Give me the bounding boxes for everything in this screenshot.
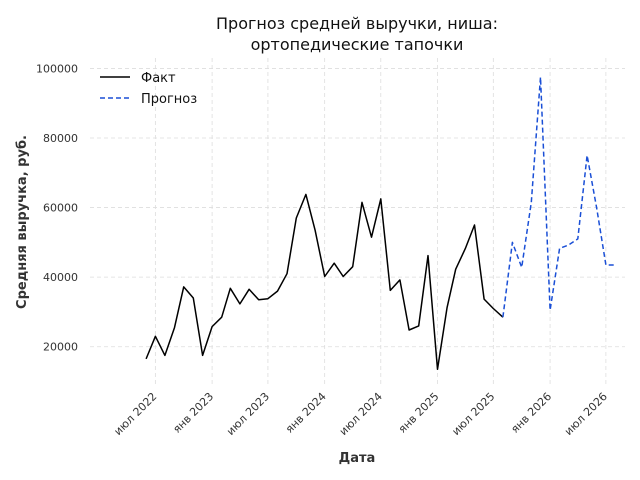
series-line-fact (145, 193, 504, 371)
y-tick-label: 80000 (43, 132, 78, 145)
y-tick-label: 60000 (43, 202, 78, 215)
y-axis-ticks: 20000 40000 60000 80000 100000 (36, 62, 78, 353)
x-tick-label: июл 2024 (337, 390, 385, 438)
x-tick-label: июл 2026 (562, 390, 610, 438)
legend-label-forecast: Прогноз (141, 92, 197, 107)
x-tick-label: июл 2023 (224, 390, 272, 438)
x-tick-label: июл 2025 (449, 390, 497, 438)
y-tick-label: 20000 (43, 341, 78, 354)
legend: Факт Прогноз (100, 71, 197, 107)
legend-label-fact: Факт (141, 71, 176, 86)
x-tick-label: янв 2023 (170, 390, 216, 436)
x-axis-label: Дата (339, 451, 376, 466)
grid (90, 58, 625, 385)
x-tick-label: янв 2026 (508, 390, 554, 436)
x-tick-label: янв 2025 (396, 390, 442, 436)
y-tick-label: 40000 (43, 271, 78, 284)
series (145, 76, 616, 371)
chart-title: Прогноз средней выручки, ниша: (216, 14, 498, 33)
y-axis-label: Средняя выручка, руб. (15, 135, 30, 309)
series-line-forecast (502, 76, 616, 318)
x-tick-label: июл 2022 (111, 390, 159, 438)
y-tick-label: 100000 (36, 62, 78, 75)
x-axis-ticks: июл 2022 янв 2023 июл 2023 янв 2024 июл 2024… (111, 390, 610, 438)
chart-title-line2: ортопедические тапочки (251, 35, 464, 54)
x-tick-label: янв 2024 (283, 390, 329, 436)
